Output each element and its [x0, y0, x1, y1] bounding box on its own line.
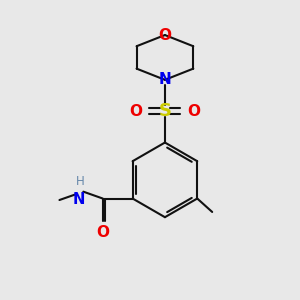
- Text: H: H: [76, 175, 85, 188]
- Text: O: O: [130, 104, 142, 119]
- Text: O: O: [96, 225, 109, 240]
- Text: N: N: [159, 72, 171, 87]
- Text: N: N: [73, 192, 85, 207]
- Text: O: O: [187, 104, 200, 119]
- Text: S: S: [158, 102, 171, 120]
- Text: O: O: [158, 28, 171, 43]
